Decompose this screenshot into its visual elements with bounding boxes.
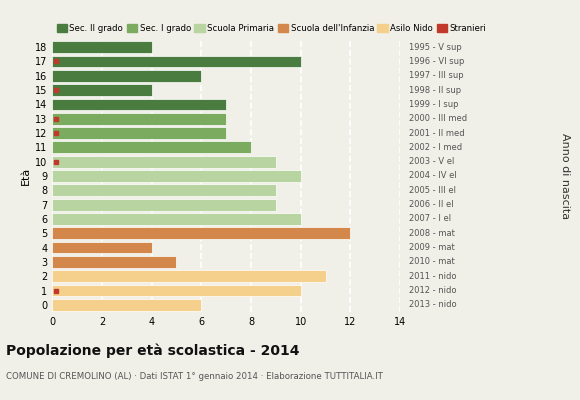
Bar [52, 156, 276, 168]
Text: 1998 - II sup: 1998 - II sup [409, 86, 461, 95]
Bar [52, 285, 301, 296]
Text: 2009 - mat: 2009 - mat [409, 243, 455, 252]
Bar [52, 299, 201, 311]
Bar [52, 84, 151, 96]
Bar [52, 199, 276, 210]
Bar [52, 170, 301, 182]
Text: Anno di nascita: Anno di nascita [560, 133, 571, 219]
Bar [52, 213, 301, 225]
Text: Popolazione per età scolastica - 2014: Popolazione per età scolastica - 2014 [6, 344, 299, 358]
Text: 1999 - I sup: 1999 - I sup [409, 100, 458, 109]
Text: 2004 - IV el: 2004 - IV el [409, 172, 456, 180]
Bar [52, 142, 251, 153]
Y-axis label: Età: Età [21, 167, 31, 185]
Bar [52, 56, 301, 67]
Text: 2005 - III el: 2005 - III el [409, 186, 456, 195]
Bar [52, 256, 176, 268]
Text: 2000 - III med: 2000 - III med [409, 114, 467, 123]
Text: 2012 - nido: 2012 - nido [409, 286, 456, 295]
Text: 2011 - nido: 2011 - nido [409, 272, 456, 281]
Bar [52, 242, 151, 254]
Text: 1995 - V sup: 1995 - V sup [409, 43, 462, 52]
Text: 2002 - I med: 2002 - I med [409, 143, 462, 152]
Bar [52, 227, 350, 239]
Text: COMUNE DI CREMOLINO (AL) · Dati ISTAT 1° gennaio 2014 · Elaborazione TUTTITALIA.: COMUNE DI CREMOLINO (AL) · Dati ISTAT 1°… [6, 372, 383, 381]
Text: 2008 - mat: 2008 - mat [409, 229, 455, 238]
Bar [52, 41, 151, 53]
Bar [52, 184, 276, 196]
Text: 1996 - VI sup: 1996 - VI sup [409, 57, 464, 66]
Text: 1997 - III sup: 1997 - III sup [409, 71, 463, 80]
Text: 2003 - V el: 2003 - V el [409, 157, 454, 166]
Bar [52, 113, 226, 125]
Text: 2010 - mat: 2010 - mat [409, 257, 455, 266]
Bar [52, 70, 201, 82]
Text: 2001 - II med: 2001 - II med [409, 128, 465, 138]
Text: 2007 - I el: 2007 - I el [409, 214, 451, 224]
Text: 2006 - II el: 2006 - II el [409, 200, 454, 209]
Bar [52, 98, 226, 110]
Text: 2013 - nido: 2013 - nido [409, 300, 456, 309]
Legend: Sec. II grado, Sec. I grado, Scuola Primaria, Scuola dell'Infanzia, Asilo Nido, : Sec. II grado, Sec. I grado, Scuola Prim… [56, 24, 486, 33]
Bar [52, 127, 226, 139]
Bar [52, 270, 325, 282]
